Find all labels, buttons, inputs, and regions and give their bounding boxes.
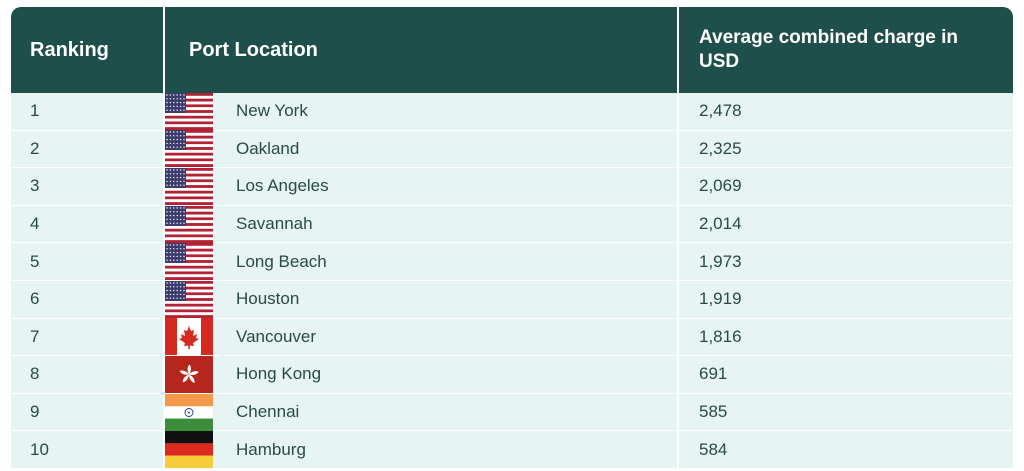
charge-cell: 691 (699, 364, 728, 384)
location-cell: Hamburg (165, 431, 679, 469)
india-flag-icon (165, 393, 213, 431)
location-cell: Oakland (165, 130, 679, 168)
location-cell: Los Angeles (165, 167, 679, 205)
header-average-charge: Average combined charge in USD (699, 27, 959, 72)
port-name: New York (236, 101, 308, 121)
us-flag-icon (165, 243, 213, 281)
us-flag-icon (165, 280, 213, 318)
port-name: Savannah (236, 214, 313, 234)
port-name: Los Angeles (236, 176, 329, 196)
charge-cell: 1,919 (699, 289, 742, 309)
header-ranking: Ranking (11, 7, 165, 93)
hong-kong-flag-icon (165, 355, 213, 393)
rank-cell: 4 (11, 205, 165, 243)
port-name: Vancouver (236, 326, 317, 346)
location-cell: New York (165, 92, 679, 130)
table-row: 6 Houston 1,919 (11, 280, 1013, 319)
location-cell: Long Beach (165, 243, 679, 281)
rank-cell: 8 (11, 356, 165, 393)
charge-cell: 1,973 (699, 251, 742, 271)
rank-cell: 9 (11, 393, 165, 431)
us-flag-icon (165, 92, 213, 130)
us-flag-icon (165, 205, 213, 243)
port-name: Chennai (236, 402, 300, 422)
port-name: Hong Kong (236, 364, 322, 384)
rank-cell: 6 (11, 280, 165, 318)
table-row: 1 New York 2,478 (11, 92, 1013, 131)
charge-cell: 585 (699, 402, 728, 422)
location-cell: Savannah (165, 205, 679, 243)
rank-cell: 1 (11, 93, 165, 130)
location-cell: Vancouver (165, 318, 679, 356)
port-charges-table: Ranking Port Location Average combined c… (11, 7, 1013, 469)
location-cell: Chennai (165, 393, 679, 431)
rank-cell: 7 (11, 318, 165, 356)
table-row: 7 Vancouver 1,816 (11, 318, 1013, 357)
port-name: Oakland (236, 138, 300, 158)
rank-cell: 3 (11, 168, 165, 205)
rank-cell: 5 (11, 243, 165, 280)
table-row: 3 Los Angeles 2,069 (11, 167, 1013, 206)
charge-cell: 2,014 (699, 214, 742, 234)
port-name: Long Beach (236, 251, 327, 271)
germany-flag-icon (165, 431, 213, 469)
location-cell: Houston (165, 280, 679, 318)
charge-cell: 584 (699, 439, 728, 459)
port-name: Hamburg (236, 439, 306, 459)
table-row: 10 Hamburg 584 (11, 431, 1013, 469)
canada-flag-icon (165, 318, 213, 356)
table-row: 8 Hong Kong 691 (11, 355, 1013, 394)
table-row: 4 Savannah 2,014 (11, 205, 1013, 244)
table-body: 1 New York 2,478 2 Oakland 2,325 3 Los Angeles 2… (11, 92, 1013, 469)
rank-cell: 2 (11, 130, 165, 168)
table-row: 2 Oakland 2,325 (11, 130, 1013, 169)
charge-cell: 2,478 (699, 101, 742, 121)
charge-cell: 2,325 (699, 138, 742, 158)
location-cell: Hong Kong (165, 355, 679, 393)
charge-cell: 2,069 (699, 176, 742, 196)
table-row: 9 Chennai 585 (11, 393, 1013, 432)
port-name: Houston (236, 289, 300, 309)
rank-cell: 10 (11, 431, 165, 468)
table-header: Ranking Port Location Average combined c… (11, 7, 1013, 93)
charge-cell: 1,816 (699, 326, 742, 346)
header-port-location: Port Location (165, 7, 679, 93)
us-flag-icon (165, 167, 213, 205)
table-row: 5 Long Beach 1,973 (11, 243, 1013, 281)
us-flag-icon (165, 130, 213, 168)
